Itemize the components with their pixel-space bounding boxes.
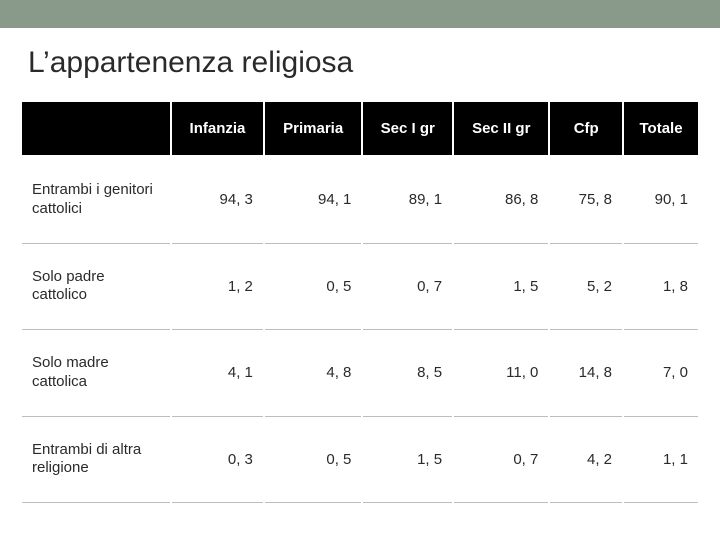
cell: 4, 1 (171, 330, 264, 417)
table-row: Entrambi i genitori cattolici 94, 3 94, … (21, 156, 699, 243)
cell: 0, 5 (264, 243, 363, 330)
data-table: Infanzia Primaria Sec I gr Sec II gr Cfp… (20, 100, 700, 503)
cell: 4, 8 (264, 330, 363, 417)
cell: 8, 5 (362, 330, 453, 417)
slide-topbar (0, 0, 720, 28)
cell: 1, 5 (362, 416, 453, 503)
col-header: Primaria (264, 101, 363, 156)
cell: 94, 3 (171, 156, 264, 243)
cell: 0, 7 (453, 416, 549, 503)
col-header: Cfp (549, 101, 623, 156)
cell: 11, 0 (453, 330, 549, 417)
cell: 90, 1 (623, 156, 699, 243)
col-header: Sec I gr (362, 101, 453, 156)
cell: 0, 3 (171, 416, 264, 503)
slide: L’appartenenza religiosa Infanzia Primar… (0, 0, 720, 540)
cell: 1, 1 (623, 416, 699, 503)
table-row: Solo padre cattolico 1, 2 0, 5 0, 7 1, 5… (21, 243, 699, 330)
table-row: Solo madre cattolica 4, 1 4, 8 8, 5 11, … (21, 330, 699, 417)
cell: 1, 8 (623, 243, 699, 330)
row-label: Solo madre cattolica (21, 330, 171, 417)
cell: 86, 8 (453, 156, 549, 243)
row-label: Solo padre cattolico (21, 243, 171, 330)
cell: 0, 7 (362, 243, 453, 330)
row-label: Entrambi i genitori cattolici (21, 156, 171, 243)
cell: 7, 0 (623, 330, 699, 417)
table-header-row: Infanzia Primaria Sec I gr Sec II gr Cfp… (21, 101, 699, 156)
col-header-blank (21, 101, 171, 156)
col-header: Totale (623, 101, 699, 156)
col-header: Sec II gr (453, 101, 549, 156)
cell: 5, 2 (549, 243, 623, 330)
col-header: Infanzia (171, 101, 264, 156)
cell: 1, 2 (171, 243, 264, 330)
slide-title: L’appartenenza religiosa (0, 28, 720, 100)
cell: 75, 8 (549, 156, 623, 243)
cell: 1, 5 (453, 243, 549, 330)
cell: 94, 1 (264, 156, 363, 243)
row-label: Entrambi di altra religione (21, 416, 171, 503)
cell: 14, 8 (549, 330, 623, 417)
cell: 0, 5 (264, 416, 363, 503)
table-row: Entrambi di altra religione 0, 3 0, 5 1,… (21, 416, 699, 503)
cell: 89, 1 (362, 156, 453, 243)
cell: 4, 2 (549, 416, 623, 503)
